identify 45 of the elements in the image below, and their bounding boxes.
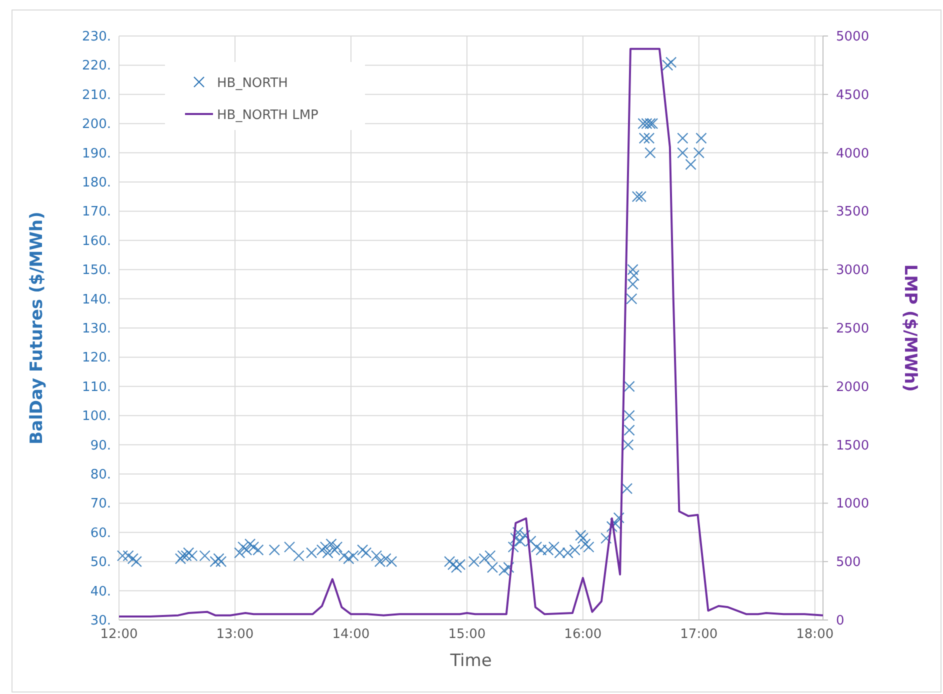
y-tick-label: 90. — [90, 438, 111, 454]
line-series — [118, 48, 824, 618]
y-tick-label: 110. — [82, 380, 111, 395]
y-tick-label: 80. — [90, 468, 111, 482]
y2-tick-label: 1000 — [836, 496, 870, 512]
x-tick-label: 16:00 — [564, 627, 602, 642]
x-tick-label: 12:00 — [100, 627, 138, 642]
legend-label: HB_NORTH LMP — [217, 108, 319, 123]
y2-tick-label: 3000 — [836, 263, 870, 278]
y2-tick-label: 500 — [836, 555, 861, 570]
y2-tick-label: 0 — [836, 614, 844, 628]
y-tick-label: 190. — [82, 146, 111, 162]
y-tick-label: 70. — [90, 496, 111, 512]
y-tick-label: 140. — [82, 292, 111, 308]
x-tick-label: 17:00 — [680, 627, 718, 642]
y-tick-label: 60. — [90, 526, 111, 541]
y2-tick-label: 3500 — [836, 204, 870, 220]
x-tick-label: 14:00 — [332, 627, 370, 642]
y-axis-title: BalDay Futures ($/MWh) — [27, 212, 47, 444]
x-tick-label: 15:00 — [448, 627, 486, 642]
x-axis-title: Time — [449, 651, 492, 671]
y-tick-label: 170. — [82, 204, 111, 220]
y-tick-label: 230. — [82, 30, 111, 44]
x-tick-label: 13:00 — [216, 627, 254, 642]
y-tick-label: 160. — [82, 234, 111, 249]
y-tick-label: 220. — [82, 58, 111, 74]
y-tick-label: 40. — [90, 584, 111, 600]
y2-axis-title: LMP ($/MWh) — [900, 264, 920, 392]
legend-label: HB_NORTH — [217, 76, 288, 91]
y-tick-label: 210. — [82, 88, 111, 103]
y2-tick-label: 4000 — [836, 146, 870, 162]
y2-tick-label: 4500 — [836, 88, 870, 103]
y2-tick-label: 1500 — [836, 438, 870, 454]
y-tick-label: 30. — [90, 614, 111, 628]
y2-tick-label: 5000 — [836, 30, 870, 44]
y-tick-label: 50. — [90, 555, 111, 570]
x-tick-label: 18:00 — [796, 627, 834, 642]
y-tick-label: 130. — [82, 322, 111, 336]
y2-tick-label: 2000 — [836, 380, 870, 395]
y-tick-label: 120. — [82, 350, 111, 366]
y-tick-label: 200. — [82, 117, 111, 132]
y-tick-label: 180. — [82, 176, 111, 190]
y2-tick-label: 2500 — [836, 322, 870, 336]
y-tick-label: 150. — [82, 263, 111, 278]
y-tick-label: 100. — [82, 409, 111, 424]
